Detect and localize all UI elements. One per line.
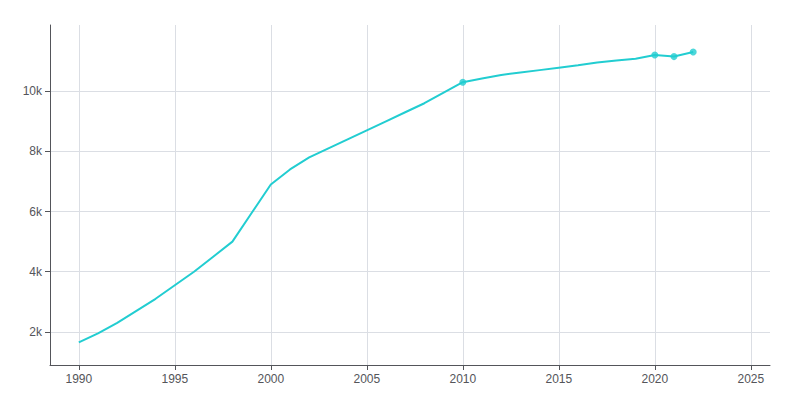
svg-text:2025: 2025 [737,372,764,386]
svg-text:4k: 4k [29,265,43,279]
svg-text:2015: 2015 [545,372,572,386]
svg-text:1990: 1990 [65,372,92,386]
svg-text:2k: 2k [29,325,43,339]
svg-text:2000: 2000 [257,372,284,386]
svg-text:6k: 6k [29,205,43,219]
svg-text:8k: 8k [29,144,43,158]
svg-text:1995: 1995 [161,372,188,386]
svg-text:2010: 2010 [449,372,476,386]
svg-text:2020: 2020 [641,372,668,386]
svg-text:10k: 10k [23,84,43,98]
svg-text:2005: 2005 [353,372,380,386]
